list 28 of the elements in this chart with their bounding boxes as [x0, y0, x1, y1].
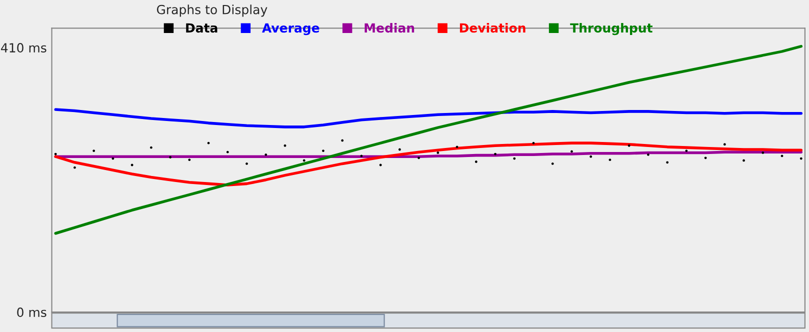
- point: [704, 156, 707, 160]
- point: [590, 155, 592, 158]
- line-series: [54, 108, 803, 128]
- line-series: [54, 44, 803, 235]
- point: [800, 157, 802, 160]
- line-series: [54, 142, 803, 186]
- legend-label: Average: [262, 23, 320, 36]
- point: [551, 162, 554, 165]
- point: [666, 161, 669, 164]
- y-tick-label: 410 ms: [1, 43, 46, 52]
- point: [628, 144, 630, 147]
- point: [302, 159, 306, 162]
- y-tick-label: 0 ms: [17, 308, 46, 318]
- point: [284, 144, 286, 147]
- legend-title: Graphs to Display: [156, 4, 268, 17]
- legend-label: Median: [364, 22, 414, 33]
- point: [150, 146, 152, 149]
- legend-label: Throughput: [570, 22, 652, 36]
- point: [608, 158, 612, 162]
- legend-label: Deviation: [460, 22, 526, 33]
- point: [264, 153, 268, 156]
- legend-label: Data: [186, 23, 218, 33]
- point: [513, 157, 516, 160]
- point: [226, 150, 229, 154]
- point: [188, 158, 191, 162]
- point: [341, 139, 344, 142]
- point: [418, 156, 420, 160]
- point: [723, 143, 726, 146]
